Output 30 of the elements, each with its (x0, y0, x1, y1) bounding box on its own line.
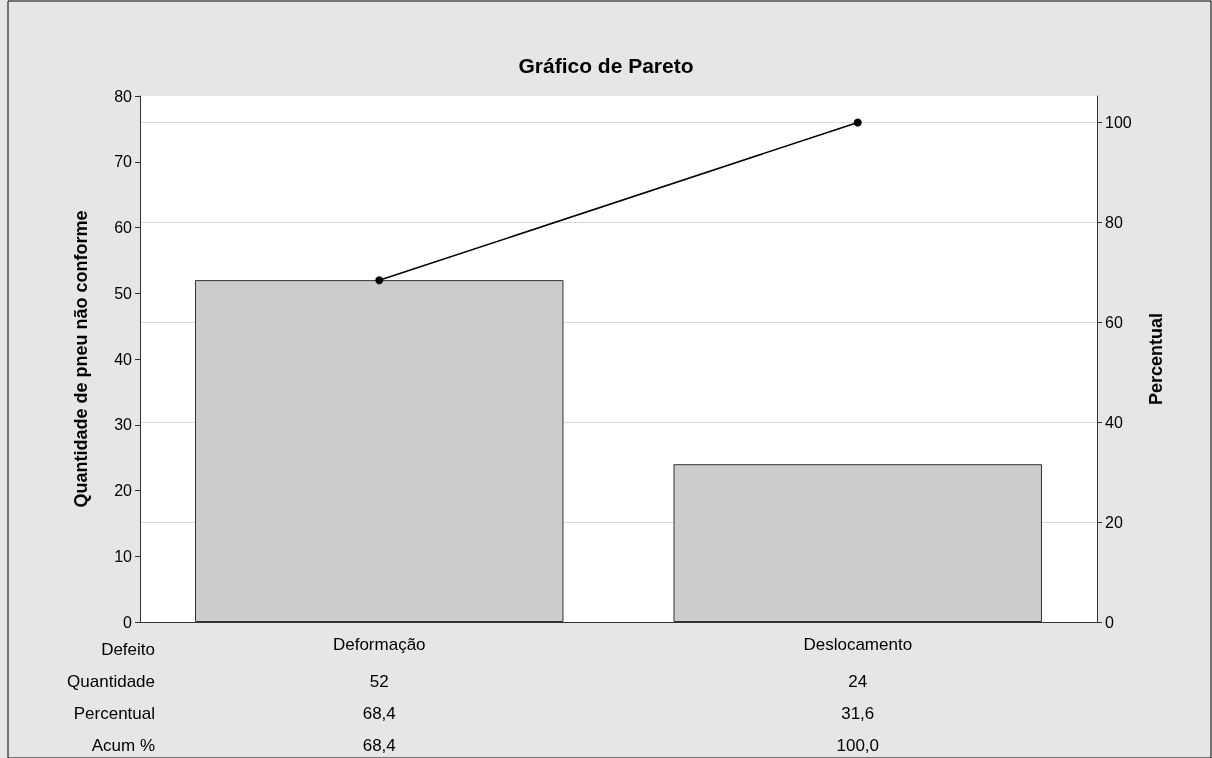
y2-tick-label: 80 (1105, 213, 1123, 231)
data-label: 68,4 (362, 735, 396, 755)
text: Quantidade (67, 671, 155, 691)
y-tick-label: 10 (114, 547, 133, 565)
text: Percentual (73, 703, 155, 723)
y2-tick-label: 100 (1105, 113, 1132, 131)
x-tick-label: Deformação (332, 635, 426, 654)
y2-tick-label: 20 (1105, 513, 1123, 531)
y-tick-label: 60 (114, 219, 133, 236)
text: Acum % (91, 735, 155, 755)
y-tick-label: 40 (114, 350, 133, 368)
text: 31,6 (841, 703, 875, 723)
y-tick-label: 80 (114, 87, 133, 105)
y-tick-label: 0 (123, 613, 133, 631)
x-axis-title: Defeito (101, 639, 155, 659)
y2-tick-label: 0 (1105, 613, 1114, 631)
y2-tick-label: 40 (1105, 413, 1123, 431)
y-tick-label: 50 (114, 284, 133, 302)
y2-axis-title: Percentual (1146, 312, 1166, 406)
data-label: 52 (369, 671, 389, 691)
data-label: 24 (848, 671, 868, 691)
text: 68,4 (362, 703, 396, 723)
y-tick-label: 70 (114, 153, 133, 171)
chart-title: Gráfico de Pareto (518, 54, 694, 77)
y-tick-label: 20 (114, 482, 133, 499)
y2-tick-label: 60 (1105, 313, 1123, 331)
y-axis-title: Quantidade de pneu não conforme (71, 210, 91, 508)
x-tick-label: Deslocamento (803, 635, 913, 654)
y-tick-label: 30 (114, 416, 133, 434)
data-label: 100,0 (836, 735, 880, 755)
